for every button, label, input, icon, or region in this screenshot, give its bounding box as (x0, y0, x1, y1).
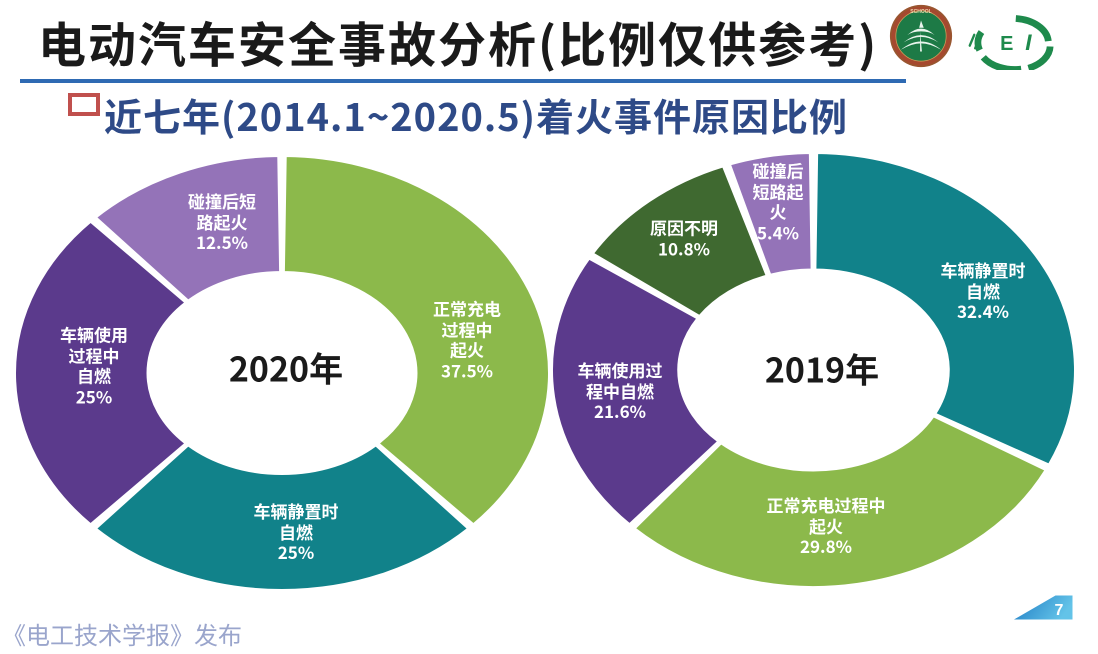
svg-text:7: 7 (1055, 602, 1064, 619)
